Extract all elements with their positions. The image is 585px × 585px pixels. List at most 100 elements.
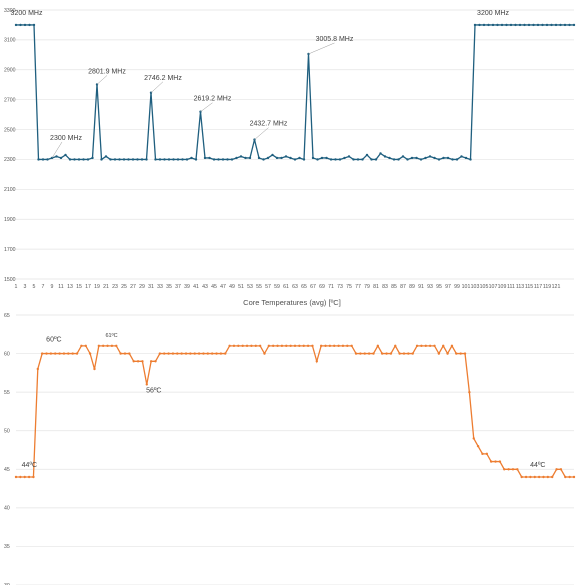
clock-data-point [275,156,279,160]
clock-annotation-leader [200,102,213,112]
clock-data-point [365,153,369,157]
clock-data-point [410,156,414,160]
clock-x-tick-label: 73 [337,284,343,290]
temp-data-point [128,352,131,355]
clock-data-point [397,158,400,161]
temp-data-point [110,344,114,348]
temp-data-point [224,352,227,355]
clock-data-point [176,158,180,161]
clock-x-tick-label: 45 [211,284,217,290]
clock-data-point [113,158,117,161]
clock-x-tick-label: 121 [552,284,561,290]
clock-x-tick-label: 79 [364,284,370,290]
clock-x-tick-label: 15 [76,284,82,290]
temp-data-point [258,344,262,348]
temp-data-point [433,344,436,348]
clock-data-point [491,23,495,27]
temp-y-tick-label: 45 [4,467,10,473]
clock-data-point [91,156,94,160]
clock-data-point [311,156,315,160]
clock-data-point [136,158,139,161]
temp-data-point [367,352,371,355]
temp-data-point [84,344,87,348]
clock-x-tick-label: 71 [328,284,334,290]
clock-data-point [320,156,324,160]
clock-x-tick-label: 75 [346,284,352,290]
clock-data-point [194,158,198,161]
clock-data-label: 2746.2 MHz [144,75,182,82]
temp-data-point [537,475,541,479]
clock-data-point [59,156,63,160]
temp-data-point [49,352,53,355]
temp-data-point [511,468,515,471]
temp-data-point [533,475,536,479]
temp-data-point [546,475,550,479]
temp-data-point [333,344,336,348]
clock-x-tick-label: 63 [292,284,298,290]
clock-data-point [298,156,301,160]
clock-data-point [572,23,576,27]
clock-data-label: 2300 MHz [50,135,82,142]
temp-data-label: 60ºC [46,337,61,344]
temp-data-point [398,352,401,355]
clock-data-point [361,158,364,161]
clock-data-point [262,158,265,161]
clock-x-tick-label: 21 [103,284,109,290]
temp-data-point [485,452,489,456]
clock-data-point [451,158,454,161]
temp-data-point [97,344,101,348]
temp-data-point [189,352,192,355]
clock-x-tick-label: 65 [301,284,307,290]
clock-x-tick-label: 13 [67,284,73,290]
clock-data-point [433,156,436,160]
temp-data-point [385,352,388,355]
clock-data-point [469,158,472,161]
temp-data-point [489,460,493,463]
temp-data-point [568,475,571,479]
clock-y-tick-label: 1900 [4,217,16,223]
clock-data-point [464,156,468,160]
clock-data-point [64,153,67,157]
clock-x-tick-label: 115 [525,284,533,290]
clock-x-tick-label: 7 [42,284,45,290]
temp-data-point [394,344,397,348]
clock-data-label: 3200 MHz [477,10,509,17]
clock-data-point [154,158,157,161]
clock-data-point [460,155,463,158]
temp-data-point [372,352,375,355]
clock-data-point [347,155,351,158]
clock-data-point [455,158,459,161]
temp-data-point [319,344,323,348]
temp-y-tick-label: 40 [4,506,10,512]
clock-x-tick-label: 29 [139,284,145,290]
temp-data-point [572,475,576,479]
temp-data-point [350,344,353,348]
clock-x-tick-label: 69 [319,284,325,290]
temp-data-point [272,344,275,348]
clock-x-tick-label: 33 [157,284,163,290]
clock-y-tick-label: 2500 [4,127,16,133]
temp-data-point [158,352,162,355]
temp-data-point [411,352,414,355]
temp-data-point [376,344,380,348]
clock-data-point [505,23,508,27]
temp-data-point [459,352,462,355]
clock-data-point [356,158,360,161]
clock-data-point [271,153,274,157]
temp-data-point [93,367,96,371]
temp-data-point [450,344,454,348]
clock-data-point [86,158,90,161]
temp-data-point [145,383,148,386]
temp-data-point [402,352,406,355]
temp-data-label: 61ºC [105,332,117,339]
clock-data-point [109,158,112,161]
clock-x-tick-label: 87 [400,284,406,290]
clock-data-label: 3200 MHz [11,10,43,17]
clock-x-tick-label: 31 [148,284,154,290]
temp-data-point [167,352,170,355]
clock-x-tick-label: 27 [130,284,136,290]
clock-x-tick-label: 43 [202,284,208,290]
temp-data-label: 56ºC [146,387,161,394]
clock-data-point [208,156,211,160]
clock-data-point [437,158,441,161]
